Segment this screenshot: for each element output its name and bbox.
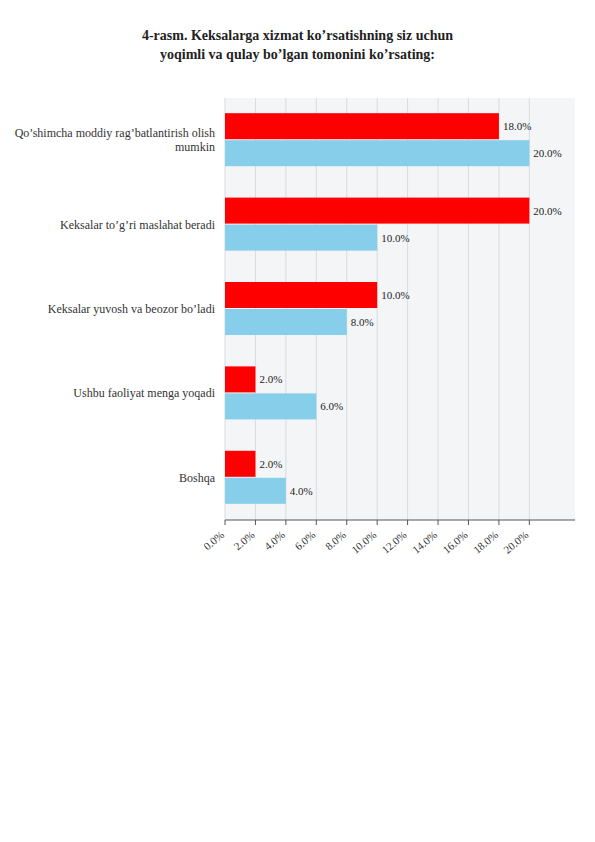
data-label: 10.0% [381,289,409,301]
tick-mark [529,520,530,525]
tick-label: 12.0% [379,528,408,555]
tick-mark [316,520,317,525]
bar [225,282,377,308]
x-axis: 0.0%2.0%4.0%6.0%8.0%10.0%12.0%14.0%16.0%… [201,520,575,556]
data-label: 6.0% [320,400,343,412]
bar [225,225,377,251]
chart: 4-rasm. Keksalarga xizmat ko’rsatishning… [0,0,595,842]
bars [225,113,529,504]
x-axis-line [225,520,575,521]
tick-label: 2.0% [231,528,256,552]
data-label: 2.0% [259,373,282,385]
tick-label: 14.0% [410,528,439,555]
tick-mark [255,520,256,525]
tick-mark [346,520,347,525]
tick-mark [498,520,499,525]
chart-title: 4-rasm. Keksalarga xizmat ko’rsatishning… [142,28,453,62]
category-label: Keksalar to’g’ri maslahat beradi [60,218,216,232]
data-label: 8.0% [351,316,374,328]
bar [225,113,499,139]
category-label: Keksalar yuvosh va beozor bo’ladi [48,302,216,316]
grid [225,98,529,520]
data-label: 20.0% [533,205,561,217]
bar [225,309,347,335]
tick-label: 6.0% [292,528,317,552]
data-label: 10.0% [381,232,409,244]
data-label: 20.0% [533,147,561,159]
tick-label: 10.0% [349,528,378,555]
bar [225,198,529,224]
bar [225,140,529,166]
category-label: Qo’shimcha moddiy rag’batlantirish olish… [15,126,215,154]
tick-label: 4.0% [262,528,287,552]
bar [225,366,255,392]
tick-label: 8.0% [323,528,348,552]
data-label: 4.0% [290,485,313,497]
tick-mark [468,520,469,525]
tick-mark [285,520,286,525]
category-labels: Qo’shimcha moddiy rag’batlantirish olish… [15,126,216,485]
data-label: 18.0% [503,120,531,132]
category-label: Ushbu faoliyat menga yoqadi [73,386,215,400]
data-labels: 18.0% 20.0% 10.0% 2.0% 2.0% 20.0% 10.0% 8.0% 6.0… [259,120,561,497]
plot-background [225,98,575,520]
tick-mark [225,520,226,525]
bar [225,451,255,477]
tick-mark [407,520,408,525]
tick-mark [377,520,378,525]
data-label: 2.0% [259,458,282,470]
bar [225,478,286,504]
bar [225,393,316,419]
tick-label: 18.0% [471,528,500,555]
tick-mark [438,520,439,525]
category-label: Boshqa [179,471,216,485]
tick-label: 16.0% [440,528,469,555]
tick-label: 20.0% [501,528,530,555]
tick-label: 0.0% [201,528,226,552]
